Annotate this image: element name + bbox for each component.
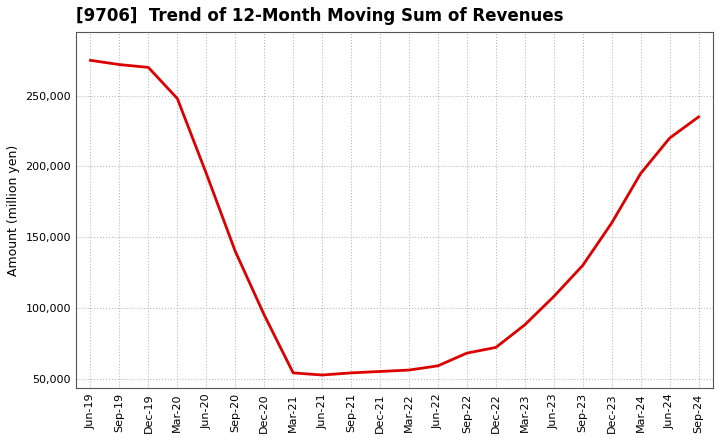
- Y-axis label: Amount (million yen): Amount (million yen): [7, 145, 20, 276]
- Text: [9706]  Trend of 12-Month Moving Sum of Revenues: [9706] Trend of 12-Month Moving Sum of R…: [76, 7, 564, 25]
